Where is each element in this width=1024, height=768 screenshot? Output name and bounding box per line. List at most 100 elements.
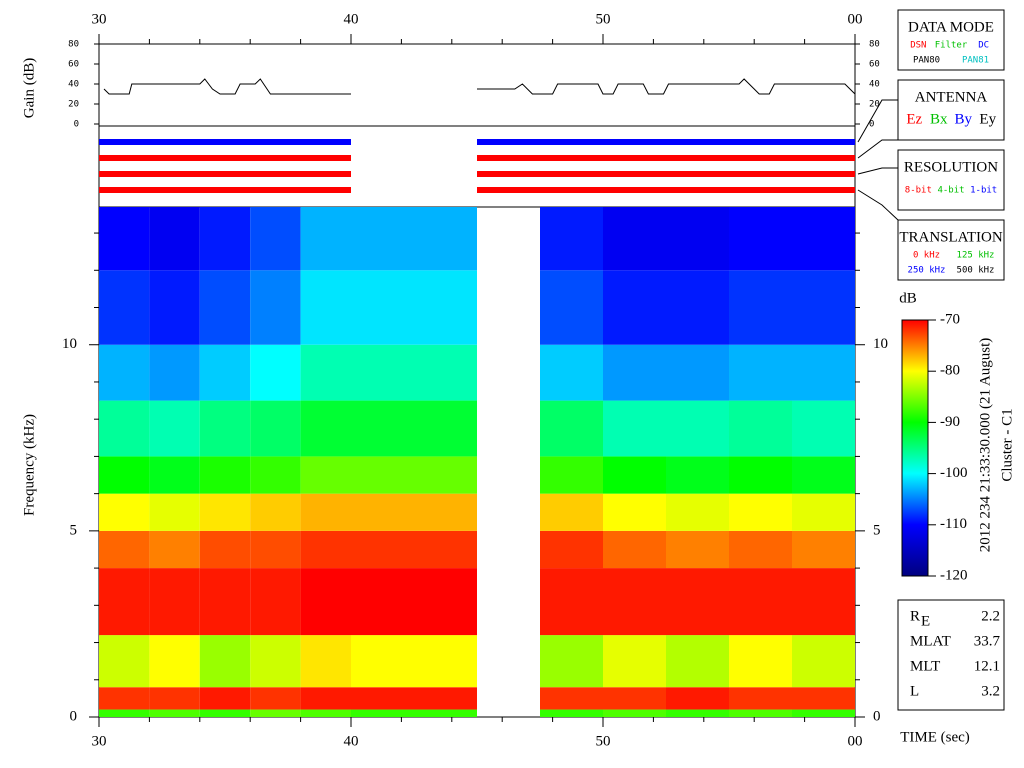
heat-cell (729, 709, 792, 717)
heat-cell (540, 568, 603, 636)
panel-title: RESOLUTION (904, 159, 998, 175)
info-label: MLAT (910, 633, 951, 649)
legend-panel (897, 79, 1005, 141)
heat-cell (300, 270, 351, 345)
heat-cell (729, 530, 792, 569)
panel-item: 250 kHz (908, 266, 946, 276)
heat-cell (666, 270, 729, 345)
gain-line (103, 78, 856, 95)
heat-cell (149, 493, 200, 531)
heat-cell (199, 456, 251, 494)
heat-cell (729, 270, 792, 345)
heat-cell (729, 400, 792, 457)
heat-cell (300, 207, 351, 271)
heat-cell (99, 635, 150, 688)
heat-cell (540, 270, 603, 345)
x-axis-label: TIME (sec) (900, 729, 970, 745)
heat-cell (666, 635, 729, 688)
y-tick-label: 80 (869, 40, 880, 50)
heat-cell (666, 709, 729, 717)
y-tick-label: 0 (873, 708, 881, 724)
legend-panel (897, 9, 1005, 71)
panel-title: ANTENNA (915, 89, 988, 105)
heat-cell (149, 635, 200, 688)
status-bar (99, 139, 351, 145)
info-value: 33.7 (974, 633, 1001, 649)
y-tick-label: 0 (869, 120, 874, 130)
heat-cell (666, 687, 729, 710)
info-label: MLT (910, 658, 940, 674)
heat-cell (300, 344, 351, 401)
heat-cell (540, 687, 603, 710)
heat-cell (99, 568, 150, 636)
heat-cell (199, 568, 251, 636)
heat-cell (351, 207, 477, 271)
legend-panel (897, 149, 1005, 211)
heat-cell (250, 456, 301, 494)
heat-cell (792, 493, 855, 531)
heat-cell (149, 344, 200, 401)
y-tick-label: 10 (62, 336, 77, 352)
info-box (897, 599, 1005, 711)
heat-cell (792, 530, 855, 569)
panel-item: 1-bit (970, 186, 997, 196)
heat-cell (149, 400, 200, 457)
heat-cell (149, 207, 200, 271)
status-bar (99, 155, 351, 161)
y-tick-label: 60 (869, 60, 880, 70)
panel-item: Filter (935, 41, 968, 51)
y-tick-label: 20 (68, 100, 79, 110)
panel-item: 8-bit (905, 186, 932, 196)
heat-cell (250, 635, 301, 688)
heat-cell (149, 270, 200, 345)
colorbar-tick-label: -90 (940, 414, 960, 430)
colorbar-tick-label: -80 (940, 363, 960, 379)
panel-item: 125 kHz (957, 251, 995, 261)
heat-cell (540, 344, 603, 401)
x-tick-label: 00 (848, 733, 863, 749)
heat-cell (199, 344, 251, 401)
status-bar (477, 139, 855, 145)
status-bar (477, 155, 855, 161)
heat-cell (199, 270, 251, 345)
y-tick-label: 20 (869, 100, 880, 110)
heat-cell (792, 709, 855, 717)
panel-item: 500 kHz (957, 266, 995, 276)
heat-cell (792, 568, 855, 636)
x-tick-label: 30 (92, 11, 107, 27)
heat-cell (603, 207, 666, 271)
heat-cell (250, 568, 301, 636)
y-tick-label: 80 (68, 40, 79, 50)
heat-cell (351, 493, 477, 531)
heat-cell (351, 568, 477, 636)
x-tick-label: 40 (344, 11, 359, 27)
y-tick-label: 40 (68, 80, 79, 90)
heat-cell (603, 493, 666, 531)
x-tick-label: 30 (92, 733, 107, 749)
heat-cell (603, 687, 666, 710)
info-label: R (910, 608, 920, 624)
heat-cell (99, 344, 150, 401)
heat-cell (149, 530, 200, 569)
heat-cell (250, 270, 301, 345)
heat-cell (199, 635, 251, 688)
panel-item: By (954, 111, 972, 127)
annotation: Cluster - C1 (999, 408, 1015, 481)
colorbar-label: dB (899, 290, 917, 306)
heat-cell (199, 687, 251, 710)
heat-cell (540, 709, 603, 717)
heat-cell (250, 530, 301, 569)
status-bar (477, 171, 855, 177)
heat-cell (729, 456, 792, 494)
heat-cell (351, 530, 477, 569)
heat-cell (792, 270, 855, 345)
x-tick-label: 50 (596, 11, 611, 27)
heat-cell (603, 270, 666, 345)
heat-cell (792, 635, 855, 688)
heat-cell (149, 687, 200, 710)
panel-item: DSN (910, 41, 926, 51)
heat-cell (792, 687, 855, 710)
heat-cell (603, 344, 666, 401)
heat-cell (603, 568, 666, 636)
